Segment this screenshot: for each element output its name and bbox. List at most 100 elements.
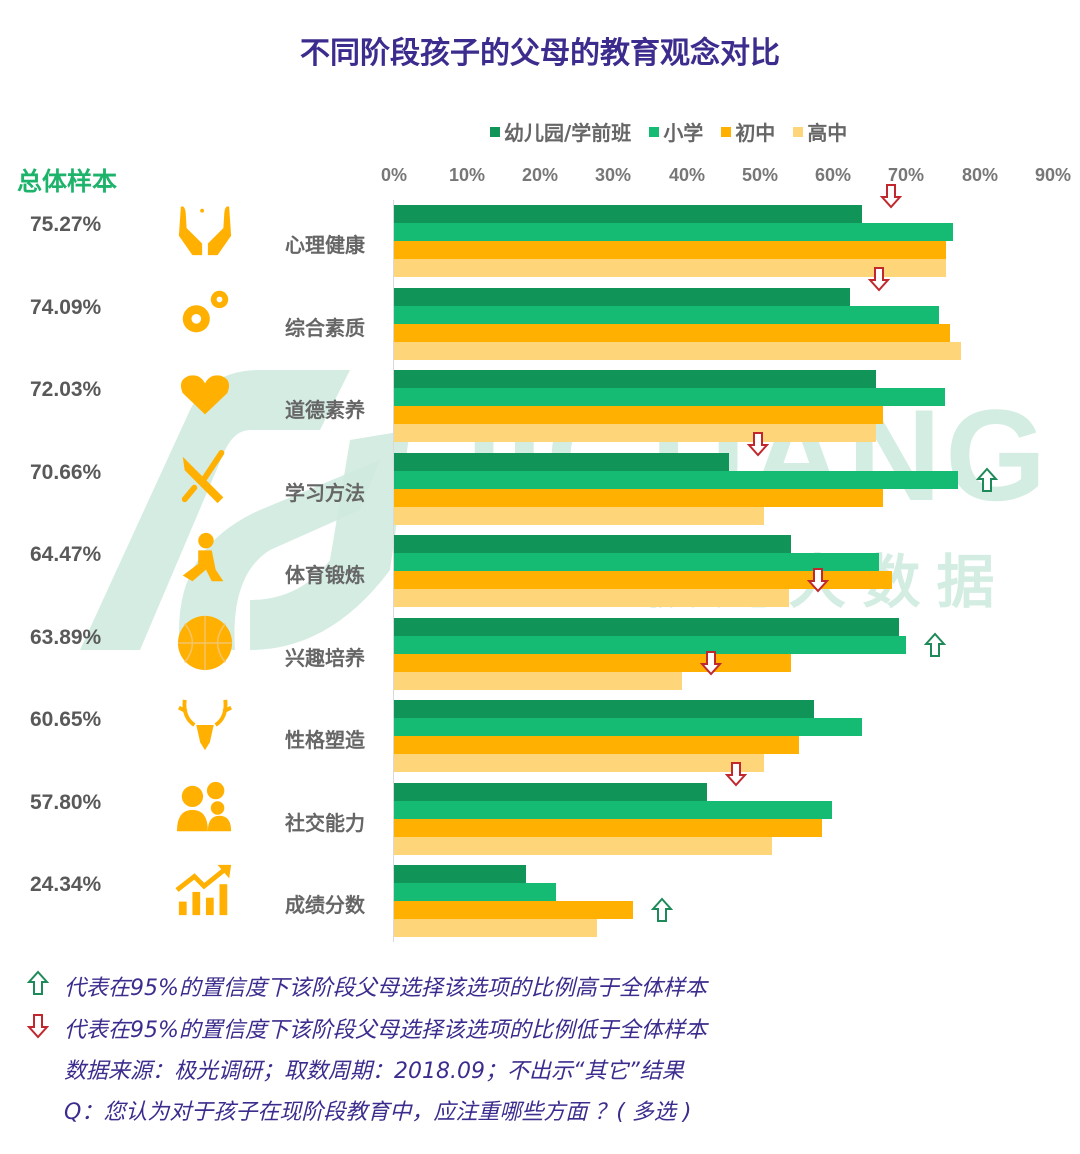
x-tick: 90% <box>1034 165 1072 185</box>
bar-kindergarten <box>394 700 815 718</box>
category-label: 学习方法 <box>285 480 365 505</box>
legend-label: 幼儿园/学前班 <box>504 121 632 145</box>
basketball-icon <box>177 615 233 670</box>
bar-senior <box>394 589 789 607</box>
down-arrow-icon <box>747 431 770 456</box>
bar-kindergarten <box>394 535 792 553</box>
bar-junior <box>394 488 883 507</box>
category-label: 性格塑造 <box>285 728 365 752</box>
bar-primary <box>394 718 863 736</box>
legend-label: 小学 <box>663 121 704 145</box>
heart-icon <box>180 375 230 415</box>
bar-kindergarten <box>394 287 851 306</box>
bar-primary <box>394 553 879 571</box>
legend-swatch <box>490 126 500 137</box>
bar-primary <box>394 305 939 324</box>
overall-percentage: 74.09% <box>30 295 102 319</box>
x-tick: 40% <box>668 165 706 185</box>
bar-kindergarten <box>394 370 876 388</box>
bar-junior <box>394 406 883 424</box>
legend-item-primary: 小学 <box>649 117 703 146</box>
down-arrow-icon <box>868 266 891 291</box>
legend-swatch <box>793 126 804 137</box>
bar-kindergarten <box>394 452 730 471</box>
category-label: 社交能力 <box>285 810 365 835</box>
overall-percentage: 60.65% <box>30 708 102 731</box>
legend-item-junior: 初中 <box>721 117 775 146</box>
x-tick: 50% <box>741 165 779 185</box>
overall-percentage: 75.27% <box>30 213 102 236</box>
up-arrow-icon <box>26 970 50 995</box>
down-arrow-icon <box>699 650 722 675</box>
survey-question: Q：您认为对于孩子在现阶段教育中，应注重哪些方面 ？( 多选 ) <box>64 1100 692 1125</box>
legend: 幼儿园/学前班 小学 初中 高中 <box>490 117 847 146</box>
category-label: 道德素养 <box>285 398 365 422</box>
up-arrow-icon <box>924 632 947 657</box>
bar-senior <box>394 836 772 855</box>
bar-primary <box>394 223 954 241</box>
overall-percentage: 64.47% <box>30 543 102 566</box>
category-label: 心理健康 <box>285 233 365 257</box>
x-tick: 70% <box>887 165 925 185</box>
bar-kindergarten <box>394 617 900 636</box>
x-tick: 0% <box>380 165 408 185</box>
down-arrow-icon <box>26 1014 50 1039</box>
legend-item-senior: 高中 <box>793 117 847 146</box>
x-tick: 80% <box>961 165 999 185</box>
legend-item-kindergarten: 幼儿园/学前班 <box>490 117 631 146</box>
bar-junior <box>394 241 946 259</box>
bar-senior <box>394 671 682 690</box>
bar-primary <box>394 800 833 819</box>
bar-junior <box>394 653 791 672</box>
bar-junior <box>394 736 799 754</box>
bar-junior <box>394 571 893 589</box>
down-arrow-icon <box>806 568 829 593</box>
up-arrow-icon <box>650 897 673 922</box>
bar-senior <box>394 424 876 442</box>
chart-title: 不同阶段孩子的父母的教育观念对比 <box>300 36 780 71</box>
category-label: 体育锻炼 <box>285 563 365 587</box>
footnote-down: 代表在95%的置信度下该阶段父母选择该选项的比例低于全体样本 <box>64 1018 707 1043</box>
data-source: 数据来源：极光调研；取数周期：2018.09；不出示“其它”结果 <box>64 1059 684 1084</box>
x-axis: 0% 10% 20% 30% 40% 50% 60% 70% 80% 90% <box>0 165 1080 189</box>
overall-percentage: 57.80% <box>30 790 102 814</box>
category-label: 综合素质 <box>285 315 365 340</box>
bar-junior <box>394 323 950 342</box>
x-tick: 60% <box>814 165 852 185</box>
bar-senior <box>394 506 765 525</box>
legend-label: 高中 <box>807 121 848 145</box>
bar-primary <box>394 388 946 406</box>
footnote-up: 代表在95%的置信度下该阶段父母选择该选项的比例高于全体样本 <box>64 976 707 1001</box>
overall-percentage: 70.66% <box>30 460 102 484</box>
growth-chart-icon <box>175 864 232 916</box>
people-icon <box>176 781 232 831</box>
y-axis-line <box>393 200 394 942</box>
deer-icon <box>178 699 232 751</box>
category-label: 兴趣培养 <box>285 645 365 670</box>
bar-primary <box>394 635 907 654</box>
bar-primary <box>394 883 556 901</box>
bar-junior <box>394 901 633 919</box>
legend-swatch <box>649 126 660 137</box>
bar-kindergarten <box>394 205 863 223</box>
x-tick: 30% <box>594 165 632 185</box>
bar-junior <box>394 818 823 837</box>
bar-senior <box>394 919 598 937</box>
bar-senior <box>394 259 946 277</box>
overall-sample-title: 总体样本 <box>17 167 118 196</box>
legend-swatch <box>721 126 732 137</box>
overall-percentage: 24.34% <box>30 873 102 896</box>
bar-senior <box>394 754 765 772</box>
hands-icon <box>178 206 232 256</box>
up-arrow-icon <box>975 467 998 492</box>
bar-senior <box>394 341 961 360</box>
x-tick: 10% <box>448 165 486 185</box>
gears-icon <box>182 290 229 332</box>
bar-kindergarten <box>394 865 526 883</box>
legend-label: 初中 <box>735 121 776 145</box>
overall-percentage: 72.03% <box>30 378 102 401</box>
down-arrow-icon <box>724 761 747 786</box>
runner-icon <box>182 532 224 582</box>
category-label: 成绩分数 <box>285 893 365 917</box>
bar-kindergarten <box>394 782 707 801</box>
